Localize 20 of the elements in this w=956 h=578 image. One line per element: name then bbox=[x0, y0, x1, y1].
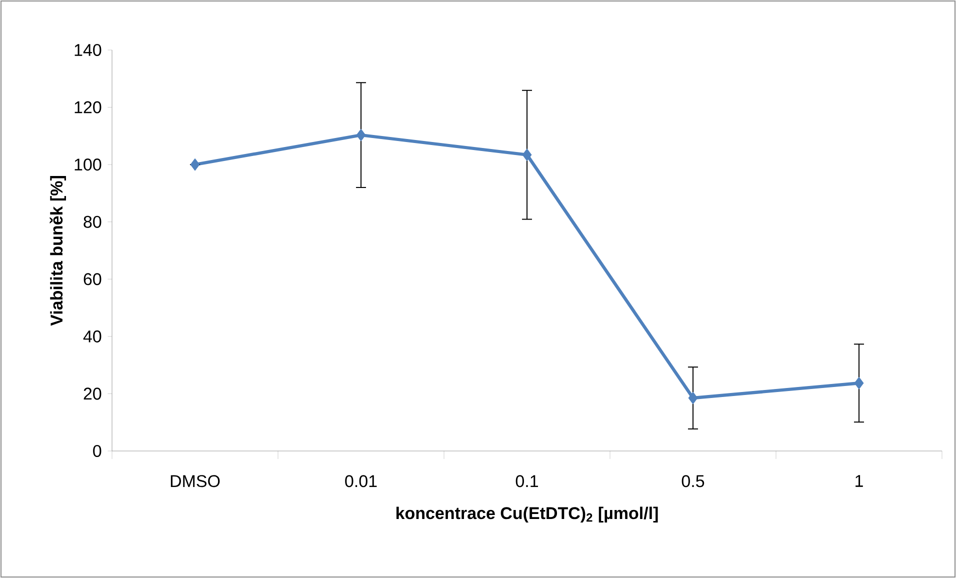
y-tick-label: 0 bbox=[93, 444, 102, 458]
point bbox=[688, 392, 698, 404]
y-tick-label: 100 bbox=[74, 158, 102, 171]
x-axis-title: koncentrace Cu(EtDTC)$_{2}$ [µmol/l] bbox=[396, 506, 658, 523]
y-axis-title: Viabilita buněk [%] bbox=[50, 176, 66, 326]
y-tick-label: 20 bbox=[84, 388, 102, 400]
y-tick-label: 80 bbox=[84, 216, 102, 228]
x-tick-label: 1 bbox=[856, 475, 863, 487]
y-tick-label: 140 bbox=[74, 44, 102, 56]
y-tick-label: 40 bbox=[83, 330, 102, 342]
x-tick-label: 0.1 bbox=[516, 475, 538, 488]
y-tick-label: 120 bbox=[74, 101, 102, 114]
point bbox=[854, 376, 864, 390]
y-tick-label: 60 bbox=[84, 273, 102, 286]
x-tick-label: 0.5 bbox=[682, 475, 704, 488]
point bbox=[356, 128, 366, 142]
point bbox=[190, 158, 200, 171]
point bbox=[522, 148, 532, 162]
x-tick-label: 0.01 bbox=[345, 475, 377, 488]
x-tick-label: DMSO bbox=[170, 475, 220, 488]
